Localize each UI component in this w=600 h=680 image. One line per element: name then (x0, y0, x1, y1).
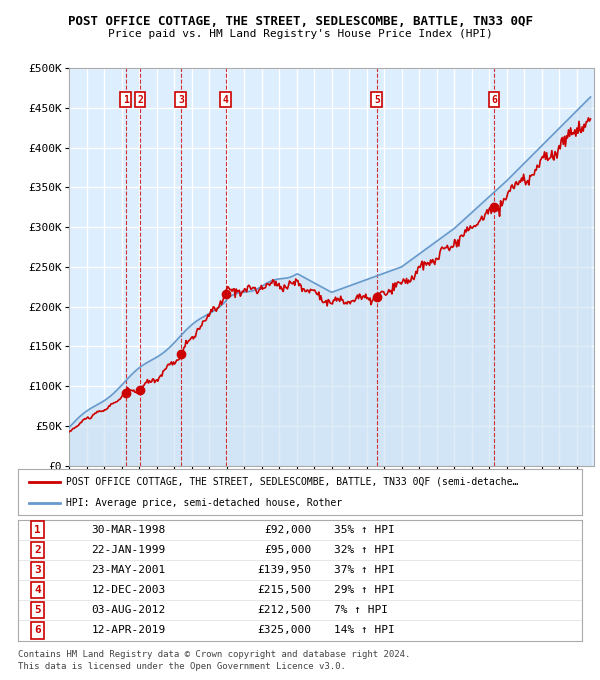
Text: 7% ↑ HPI: 7% ↑ HPI (334, 605, 388, 615)
Text: 03-AUG-2012: 03-AUG-2012 (91, 605, 166, 615)
Text: £212,500: £212,500 (257, 605, 311, 615)
Text: POST OFFICE COTTAGE, THE STREET, SEDLESCOMBE, BATTLE, TN33 0QF: POST OFFICE COTTAGE, THE STREET, SEDLESC… (67, 15, 533, 28)
Text: 5: 5 (374, 95, 380, 105)
Text: 6: 6 (34, 626, 41, 636)
Text: POST OFFICE COTTAGE, THE STREET, SEDLESCOMBE, BATTLE, TN33 0QF (semi-detache…: POST OFFICE COTTAGE, THE STREET, SEDLESC… (66, 477, 518, 487)
Text: 3: 3 (178, 95, 184, 105)
Text: 32% ↑ HPI: 32% ↑ HPI (334, 545, 395, 555)
Text: 37% ↑ HPI: 37% ↑ HPI (334, 565, 395, 575)
Text: 1: 1 (34, 524, 41, 534)
Text: Price paid vs. HM Land Registry's House Price Index (HPI): Price paid vs. HM Land Registry's House … (107, 29, 493, 39)
Text: This data is licensed under the Open Government Licence v3.0.: This data is licensed under the Open Gov… (18, 662, 346, 671)
Text: 35% ↑ HPI: 35% ↑ HPI (334, 524, 395, 534)
Text: 12-APR-2019: 12-APR-2019 (91, 626, 166, 636)
Text: £325,000: £325,000 (257, 626, 311, 636)
Text: 1: 1 (123, 95, 128, 105)
Text: 5: 5 (34, 605, 41, 615)
Text: 2: 2 (137, 95, 143, 105)
Text: 4: 4 (223, 95, 229, 105)
Text: £92,000: £92,000 (264, 524, 311, 534)
Text: £139,950: £139,950 (257, 565, 311, 575)
Text: 14% ↑ HPI: 14% ↑ HPI (334, 626, 395, 636)
Text: £215,500: £215,500 (257, 585, 311, 595)
Text: 23-MAY-2001: 23-MAY-2001 (91, 565, 166, 575)
Text: 29% ↑ HPI: 29% ↑ HPI (334, 585, 395, 595)
Text: Contains HM Land Registry data © Crown copyright and database right 2024.: Contains HM Land Registry data © Crown c… (18, 650, 410, 659)
Text: HPI: Average price, semi-detached house, Rother: HPI: Average price, semi-detached house,… (66, 498, 342, 508)
Text: 2: 2 (34, 545, 41, 555)
Text: 3: 3 (34, 565, 41, 575)
Text: 6: 6 (491, 95, 497, 105)
Text: 30-MAR-1998: 30-MAR-1998 (91, 524, 166, 534)
Text: £95,000: £95,000 (264, 545, 311, 555)
Text: 4: 4 (34, 585, 41, 595)
Text: 22-JAN-1999: 22-JAN-1999 (91, 545, 166, 555)
Text: 12-DEC-2003: 12-DEC-2003 (91, 585, 166, 595)
